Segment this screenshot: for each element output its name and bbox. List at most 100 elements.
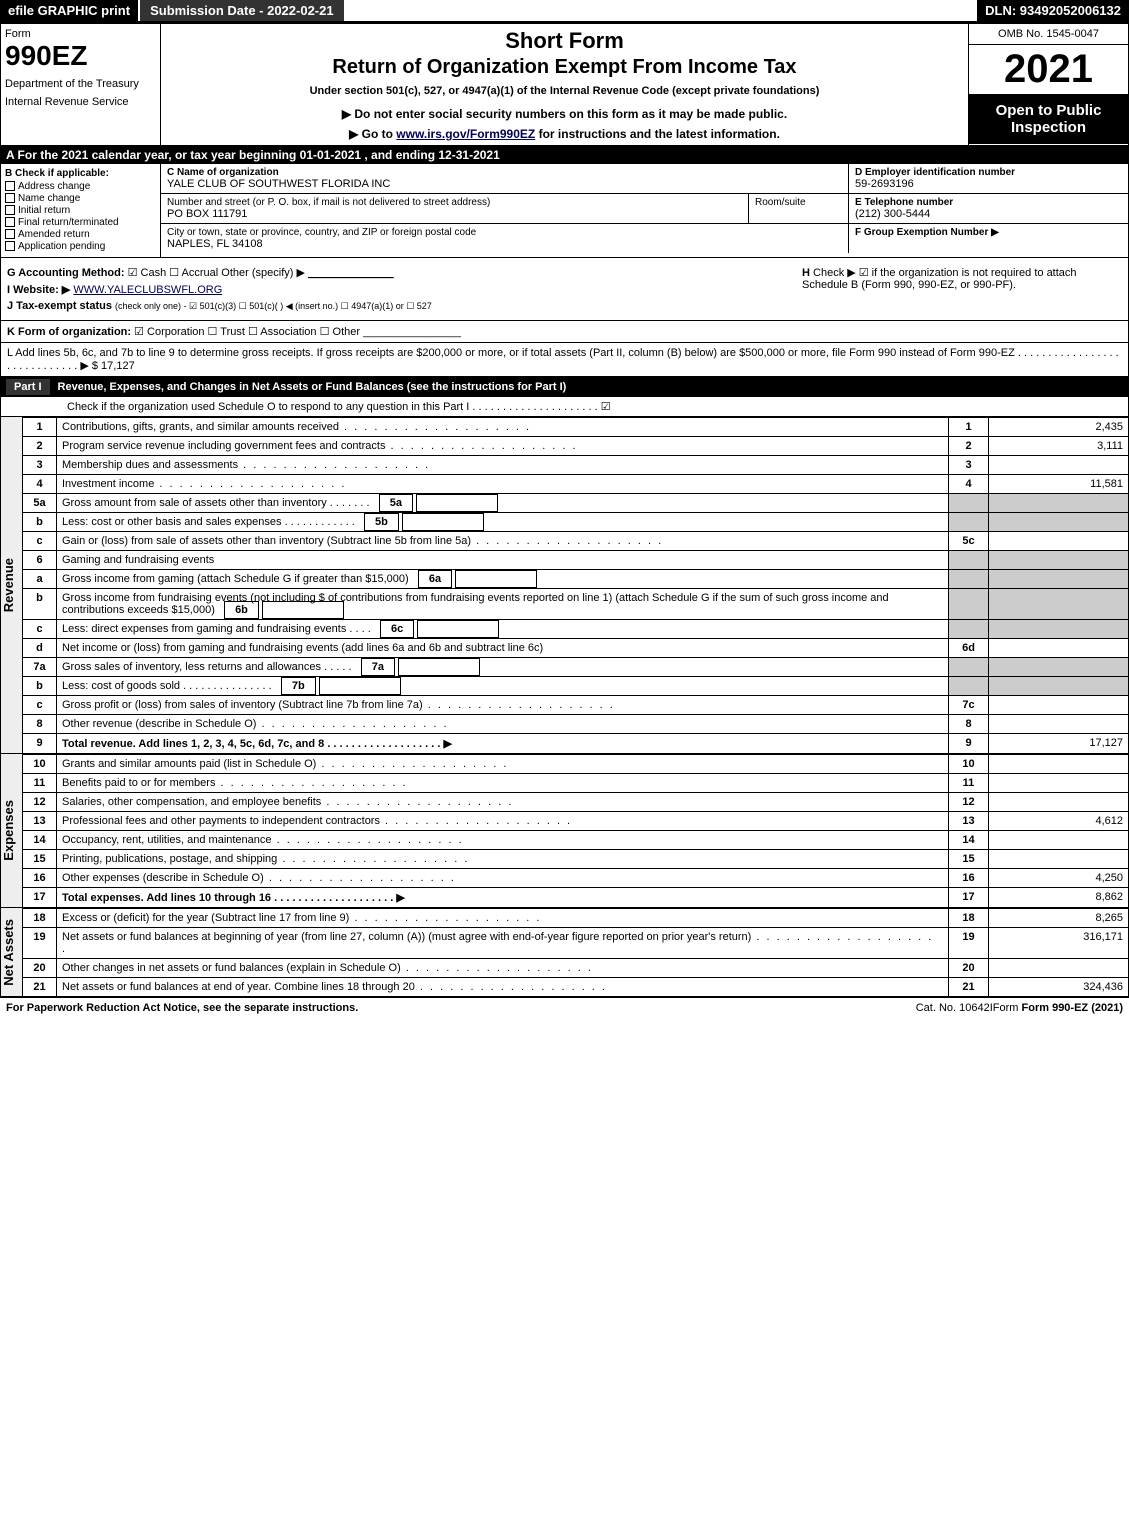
l3-desc: Membership dues and assessments xyxy=(57,456,949,475)
l7a-shade xyxy=(949,658,989,677)
omb: OMB No. 1545-0047 xyxy=(969,24,1128,45)
l6c-shade xyxy=(949,620,989,639)
expenses-table: 10Grants and similar amounts paid (list … xyxy=(22,754,1129,908)
l3-no: 3 xyxy=(23,456,57,475)
title-short-form: Short Form xyxy=(169,28,960,54)
row-h: H Check ▶ ☑ if the organization is not r… xyxy=(802,266,1122,291)
l6b-desc-wrap: Gross income from fundraising events (no… xyxy=(57,589,949,620)
net-assets-section: Net Assets 18Excess or (deficit) for the… xyxy=(0,908,1129,997)
row-c: C Name of organization YALE CLUB OF SOUT… xyxy=(161,164,1128,253)
l7b-subval xyxy=(319,677,401,695)
c-label: C Name of organization xyxy=(167,167,842,178)
l7c-val xyxy=(989,696,1129,715)
l7a-no: 7a xyxy=(23,658,57,677)
e-label: E Telephone number xyxy=(855,197,1122,208)
l6d-desc: Net income or (loss) from gaming and fun… xyxy=(57,639,949,658)
l5c-no: c xyxy=(23,532,57,551)
l4-val: 11,581 xyxy=(989,475,1129,494)
row-i: I Website: ▶ WWW.YALECLUBSWFL.ORG xyxy=(7,283,802,296)
addr-val: PO BOX 111791 xyxy=(167,208,742,220)
l6d-ln: 6d xyxy=(949,639,989,658)
net-assets-tab: Net Assets xyxy=(0,908,22,997)
l7b-desc-wrap: Less: cost of goods sold . . . . . . . .… xyxy=(57,677,949,696)
l6d-no: d xyxy=(23,639,57,658)
l6c-shade2 xyxy=(989,620,1129,639)
d-label: D Employer identification number xyxy=(855,167,1122,178)
l20-ln: 20 xyxy=(949,959,989,978)
cell-c: C Name of organization YALE CLUB OF SOUT… xyxy=(161,164,848,194)
l1-no: 1 xyxy=(23,418,57,437)
col-b: B Check if applicable: Address change Na… xyxy=(1,164,161,257)
l15-desc: Printing, publications, postage, and shi… xyxy=(57,850,949,869)
subtitle: Under section 501(c), 527, or 4947(a)(1)… xyxy=(169,85,960,97)
l6c-no: c xyxy=(23,620,57,639)
header-left: Form 990EZ Department of the Treasury In… xyxy=(1,24,161,145)
l6a-desc: Gross income from gaming (attach Schedul… xyxy=(62,573,409,585)
l9-desc: Total revenue. Add lines 1, 2, 3, 4, 5c,… xyxy=(57,734,949,754)
l6a-shade2 xyxy=(989,570,1129,589)
part1-title: Revenue, Expenses, and Changes in Net As… xyxy=(58,381,1123,393)
l18-val: 8,265 xyxy=(989,909,1129,928)
l10-desc: Grants and similar amounts paid (list in… xyxy=(57,755,949,774)
l14-desc: Occupancy, rent, utilities, and maintena… xyxy=(57,831,949,850)
l7b-sub: 7b xyxy=(281,677,316,695)
l10-val xyxy=(989,755,1129,774)
l5a-sub: 5a xyxy=(379,494,413,512)
year: 2021 xyxy=(969,45,1128,94)
l6b-subval xyxy=(262,601,344,619)
l8-val xyxy=(989,715,1129,734)
l6d-val xyxy=(989,639,1129,658)
row-city: City or town, state or province, country… xyxy=(161,224,848,253)
l7a-desc-wrap: Gross sales of inventory, less returns a… xyxy=(57,658,949,677)
l11-val xyxy=(989,774,1129,793)
l4-no: 4 xyxy=(23,475,57,494)
l5a-shade2 xyxy=(989,494,1129,513)
l17-ln: 17 xyxy=(949,888,989,908)
l12-val xyxy=(989,793,1129,812)
part1-tag: Part I xyxy=(6,379,50,395)
l20-no: 20 xyxy=(23,959,57,978)
l10-ln: 10 xyxy=(949,755,989,774)
chk-application-pending[interactable]: Application pending xyxy=(5,241,156,252)
l5c-ln: 5c xyxy=(949,532,989,551)
ghi-left: G Accounting Method: ☑ Cash ☐ Accrual Ot… xyxy=(7,262,802,316)
l6c-desc: Less: direct expenses from gaming and fu… xyxy=(62,623,346,635)
l6-desc: Gaming and fundraising events xyxy=(57,551,949,570)
city-label: City or town, state or province, country… xyxy=(167,227,842,238)
l6b-shade xyxy=(949,589,989,620)
top-bar: efile GRAPHIC print Submission Date - 20… xyxy=(0,0,1129,23)
efile-label[interactable]: efile GRAPHIC print xyxy=(0,0,138,21)
l18-desc: Excess or (deficit) for the year (Subtra… xyxy=(57,909,949,928)
l12-no: 12 xyxy=(23,793,57,812)
l12-ln: 12 xyxy=(949,793,989,812)
l11-ln: 11 xyxy=(949,774,989,793)
section-bc: B Check if applicable: Address change Na… xyxy=(0,164,1129,258)
irs-link[interactable]: www.irs.gov/Form990EZ xyxy=(396,127,535,141)
chk-initial-return[interactable]: Initial return xyxy=(5,205,156,216)
l5a-no: 5a xyxy=(23,494,57,513)
l15-no: 15 xyxy=(23,850,57,869)
dln: DLN: 93492052006132 xyxy=(977,0,1129,21)
part1-check-text: Check if the organization used Schedule … xyxy=(7,400,611,413)
addr-label: Number and street (or P. O. box, if mail… xyxy=(167,197,742,208)
chk-final-return[interactable]: Final return/terminated xyxy=(5,217,156,228)
l5b-subval xyxy=(402,513,484,531)
chk-amended-return[interactable]: Amended return xyxy=(5,229,156,240)
form-header: Form 990EZ Department of the Treasury In… xyxy=(0,23,1129,146)
revenue-table: 1Contributions, gifts, grants, and simil… xyxy=(22,417,1129,754)
l21-no: 21 xyxy=(23,978,57,997)
l21-desc: Net assets or fund balances at end of ye… xyxy=(57,978,949,997)
l19-no: 19 xyxy=(23,928,57,959)
l12-desc: Salaries, other compensation, and employ… xyxy=(57,793,949,812)
h-txt: Check ▶ ☑ if the organization is not req… xyxy=(802,267,1077,291)
cell-room: Room/suite xyxy=(748,194,848,223)
form-number: 990EZ xyxy=(5,40,156,72)
cell-e: E Telephone number (212) 300-5444 xyxy=(849,194,1128,224)
chk-name-change[interactable]: Name change xyxy=(5,193,156,204)
dept-2: Internal Revenue Service xyxy=(5,96,156,108)
website-link[interactable]: WWW.YALECLUBSWFL.ORG xyxy=(73,284,222,296)
g-opts: ☑ Cash ☐ Accrual Other (specify) ▶ xyxy=(128,267,305,279)
chk-address-change[interactable]: Address change xyxy=(5,181,156,192)
l15-val xyxy=(989,850,1129,869)
l8-desc: Other revenue (describe in Schedule O) xyxy=(57,715,949,734)
